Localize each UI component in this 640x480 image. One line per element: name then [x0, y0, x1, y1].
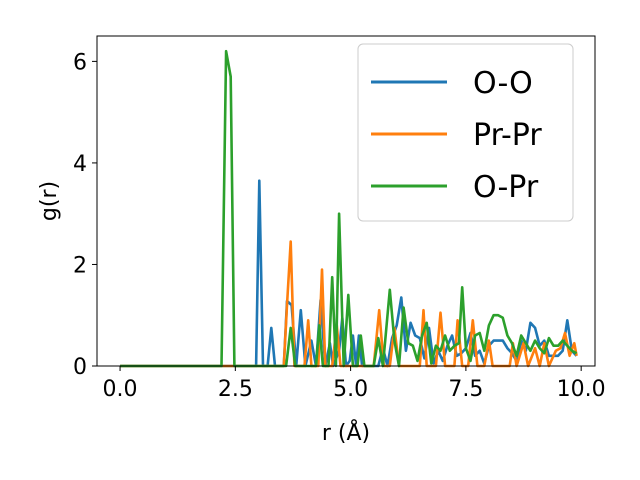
y-axis-label: g(r): [37, 181, 62, 221]
x-tick-label: 0.0: [103, 377, 138, 402]
y-tick-label: 0: [73, 355, 87, 380]
x-axis-ticks: 0.0 2.5 5.0 7.5 10.0: [103, 366, 606, 402]
legend-box: [357, 43, 574, 222]
x-tick-label: 7.5: [448, 377, 483, 402]
x-axis-label: r (Å): [322, 419, 370, 446]
plot-frame: [96, 35, 596, 367]
y-tick-label: 6: [73, 50, 87, 75]
y-axis-ticks: 0 2 4 6: [73, 50, 97, 380]
y-tick-label: 4: [73, 152, 87, 177]
legend-label-o-o: O-O: [473, 66, 533, 101]
x-tick-label: 5.0: [333, 377, 368, 402]
legend-label-o-pr: O-Pr: [473, 170, 539, 205]
y-tick-label: 2: [73, 253, 87, 278]
legend-label-pr-pr: Pr-Pr: [473, 118, 542, 153]
legend: O-O Pr-Pr O-Pr: [357, 43, 574, 222]
x-tick-label: 10.0: [557, 377, 606, 402]
x-tick-label: 2.5: [218, 377, 253, 402]
